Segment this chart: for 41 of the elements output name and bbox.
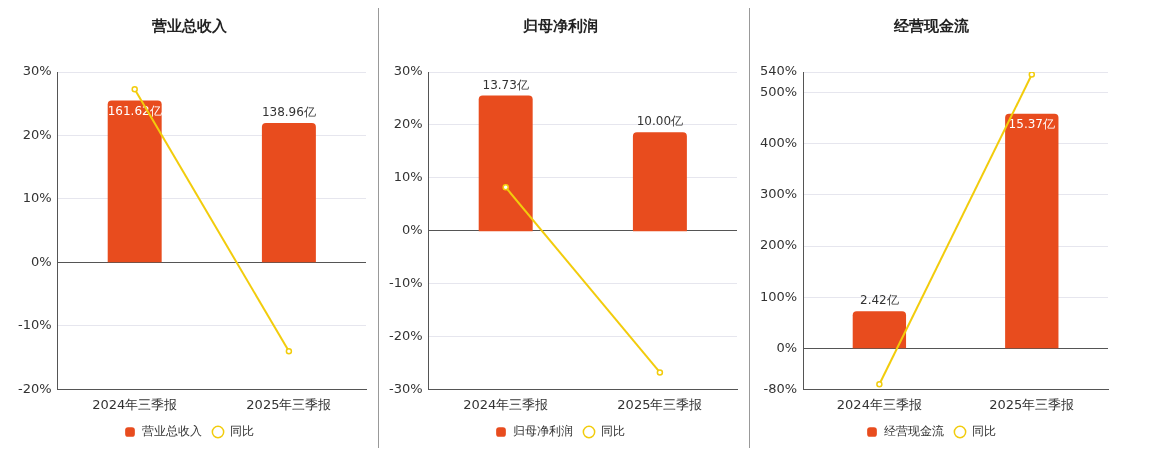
y-tick-label: -80% (763, 380, 798, 396)
legend-label: 同比 (601, 424, 625, 439)
y-tick-label: 0% (776, 339, 798, 355)
data-label: 13.73亿 (482, 77, 529, 92)
x-tick-label: 2025年三季报 (989, 396, 1075, 412)
y-tick-label: 300% (759, 186, 798, 202)
chart-title: 营业总收入 (150, 16, 228, 35)
y-tick-label: -10% (388, 274, 423, 290)
legend-label: 经营现金流 (884, 424, 944, 439)
x-tick-label: 2025年三季报 (246, 396, 332, 412)
chart-title: 归母净利润 (521, 16, 598, 35)
x-tick-label: 2025年三季报 (617, 396, 703, 412)
x-tick-label: 2024年三季报 (836, 396, 922, 412)
y-tick-label: 0% (30, 253, 52, 269)
y-tick-label: 30% (393, 63, 423, 79)
y-tick-label: -30% (388, 380, 423, 396)
y-tick-label: 0% (401, 222, 423, 238)
y-tick-label: 30% (22, 63, 52, 79)
y-tick-label: 540% (759, 63, 798, 79)
x-tick-label: 2024年三季报 (92, 396, 178, 412)
legend-label: 同比 (230, 424, 254, 439)
y-tick-label: 10% (22, 190, 52, 206)
x-tick-label: 2024年三季报 (463, 396, 549, 412)
chart-title: 经营现金流 (892, 16, 970, 35)
data-label: 2.42亿 (860, 293, 899, 308)
y-tick-label: 10% (393, 169, 423, 185)
data-label: 10.00亿 (636, 114, 684, 129)
y-tick-label: 100% (759, 288, 798, 304)
y-tick-label: 20% (22, 126, 52, 142)
y-tick-label: 20% (393, 116, 423, 132)
y-tick-label: 500% (759, 83, 798, 99)
data-label: 138.96亿 (261, 105, 316, 120)
legend-label: 同比 (972, 424, 996, 439)
y-tick-label: 400% (759, 135, 798, 151)
data-label: 15.37亿 (1008, 116, 1055, 131)
legend-label: 营业总收入 (142, 424, 202, 439)
legend-label: 归母净利润 (513, 424, 573, 439)
y-tick-label: 200% (759, 237, 798, 253)
y-tick-label: -10% (17, 317, 52, 333)
y-tick-label: -20% (388, 327, 423, 343)
y-tick-label: -20% (17, 380, 52, 396)
